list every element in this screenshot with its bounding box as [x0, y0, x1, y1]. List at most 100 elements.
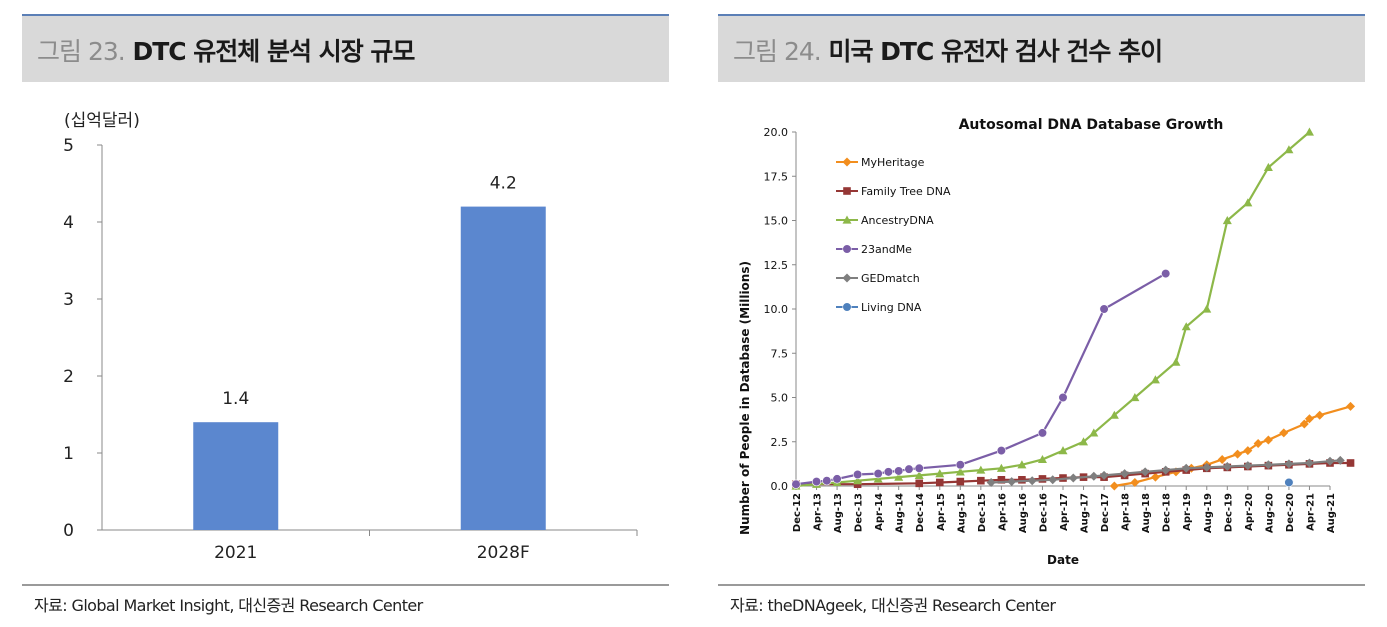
x-tick-label: Dec-14: [915, 493, 926, 532]
bar-axes: 0 1 2 3 4 5 2021 2028F: [63, 136, 638, 563]
figure-23-source: 자료: Global Market Insight, 대신증권 Research…: [34, 596, 423, 615]
y-tick-label: 10.0: [764, 303, 789, 316]
point-ancestrydna: [914, 470, 924, 479]
point-myheritage: [1315, 410, 1325, 420]
point-family-tree-dna: [1346, 459, 1355, 467]
x-tick-label: Dec-20: [1285, 493, 1296, 532]
figure-23-number: 그림 23.: [37, 37, 126, 66]
y-tick-label: 12.5: [764, 259, 789, 272]
x-tick-label: Apr-20: [1244, 493, 1255, 531]
point-gedmatch: [1099, 470, 1109, 480]
line-axes: 0.0 2.5 5.0 7.5 10.0 12.5 15.0 17.5 20.0 Dec-12 Ap…: [764, 126, 1338, 533]
point-myheritage: [1253, 439, 1263, 449]
x-tick-label: Aug-14: [895, 493, 906, 533]
point-ancestrydna: [1058, 446, 1068, 455]
point-ancestrydna: [1109, 410, 1119, 419]
x-tick-label: Apr-14: [874, 493, 885, 531]
point-ancestrydna: [1150, 375, 1160, 384]
bar-data-label: 4.2: [490, 174, 517, 194]
y-tick-label: 3: [63, 290, 74, 310]
point-ancestrydna: [1202, 304, 1212, 313]
y-tick-label: 5.0: [771, 392, 789, 405]
point-myheritage: [1150, 472, 1160, 482]
point-gedmatch: [1202, 462, 1212, 472]
y-tick-label: 4: [63, 213, 74, 233]
point-23andme: [1099, 304, 1109, 314]
y-tick-label: 2: [63, 367, 74, 387]
point-ancestrydna: [1181, 322, 1191, 331]
figure-23-header: 그림 23. DTC 유전체 분석 시장 규모: [22, 14, 669, 82]
point-23andme: [853, 469, 863, 480]
point-family-tree-dna: [956, 477, 965, 486]
point-gedmatch: [1304, 458, 1314, 468]
figure-23-panel: 그림 23. DTC 유전체 분석 시장 규모 (십억달러) 0 1 2 3 4 5 202…: [22, 0, 669, 627]
y-tick-label: 2.5: [771, 436, 789, 449]
point-gedmatch: [1284, 459, 1294, 469]
line-series: [791, 127, 1356, 491]
point-myheritage: [1346, 401, 1356, 411]
point-gedmatch: [1068, 473, 1078, 483]
point-family-tree-dna: [997, 476, 1006, 484]
y-tick-label: 17.5: [764, 170, 789, 183]
x-tick-label: Aug-16: [1018, 493, 1029, 533]
point-gedmatch: [986, 477, 996, 487]
point-family-tree-dna: [1018, 476, 1026, 484]
bar: [460, 206, 546, 530]
point-23andme: [996, 446, 1006, 456]
x-tick-label: Dec-17: [1100, 493, 1111, 532]
point-gedmatch: [1181, 463, 1191, 473]
point-family-tree-dna: [1038, 475, 1047, 483]
point-ancestrydna: [1089, 428, 1099, 437]
legend-marker-myheritage: [842, 157, 852, 167]
y-unit-label: (십억달러): [64, 111, 140, 131]
point-23andme: [914, 463, 924, 473]
point-23andme: [822, 476, 832, 486]
point-23andme: [955, 460, 965, 470]
legend-label-myheritage: MyHeritage: [861, 156, 925, 169]
point-myheritage: [1304, 414, 1314, 424]
point-living-dna: [1284, 477, 1294, 488]
y-tick-label: 7.5: [771, 347, 789, 360]
point-ancestrydna: [1243, 198, 1253, 207]
point-gedmatch: [1161, 465, 1171, 475]
line-chart: Autosomal DNA Database Growth Date Numbe…: [738, 117, 1356, 567]
y-tick-label: 0.0: [771, 480, 789, 493]
point-ancestrydna: [1222, 216, 1232, 225]
line-chart-title: Autosomal DNA Database Growth: [959, 117, 1224, 133]
x-tick-label: Aug-19: [1203, 493, 1214, 533]
x-tick-label: Aug-18: [1141, 493, 1152, 533]
figure-24-title-text: 미국 DTC 유전자 검사 건수 추이: [828, 37, 1163, 66]
point-myheritage: [1217, 454, 1227, 464]
bar-chart: (십억달러) 0 1 2 3 4 5 2021 2028F 1.4 4.2: [63, 111, 638, 563]
legend-marker-23andme: [842, 244, 852, 254]
point-gedmatch: [1007, 477, 1017, 487]
figure-24-title: 그림 24. 미국 DTC 유전자 검사 건수 추이: [733, 32, 1163, 68]
point-ancestrydna: [894, 472, 904, 481]
point-ancestrydna: [1079, 437, 1089, 446]
point-myheritage: [1243, 446, 1253, 456]
point-family-tree-dna: [977, 476, 985, 485]
point-gedmatch: [1263, 460, 1273, 470]
legend-label-family-tree-dna: Family Tree DNA: [861, 185, 951, 198]
line-legend: MyHeritage Family Tree DNA AncestryDNA 23an…: [836, 156, 951, 314]
point-myheritage: [1109, 481, 1119, 491]
legend-marker-family-tree-dna: [843, 187, 851, 195]
x-tick-label: Dec-19: [1223, 493, 1234, 532]
x-tick-label: Dec-16: [1038, 493, 1049, 532]
x-tick-label: Aug-15: [956, 493, 967, 533]
figure-24-panel: 그림 24. 미국 DTC 유전자 검사 건수 추이 Autosomal DNA…: [718, 0, 1365, 627]
point-23andme: [1037, 428, 1048, 438]
y-axis-label: Number of People in Database (Millions): [738, 261, 752, 535]
legend-label-23andme: 23andMe: [861, 243, 912, 256]
point-gedmatch: [1140, 467, 1150, 477]
point-23andme: [904, 464, 914, 474]
point-ancestrydna: [955, 467, 965, 476]
x-tick-label: Apr-19: [1182, 493, 1193, 531]
x-tick-label: Apr-18: [1121, 493, 1132, 531]
point-gedmatch: [1120, 469, 1130, 479]
y-tick-label: 20.0: [764, 126, 789, 139]
point-ancestrydna: [976, 465, 986, 474]
x-tick-label: Apr-16: [997, 493, 1008, 531]
point-ancestrydna: [996, 463, 1006, 472]
legend-marker-gedmatch: [842, 273, 852, 283]
